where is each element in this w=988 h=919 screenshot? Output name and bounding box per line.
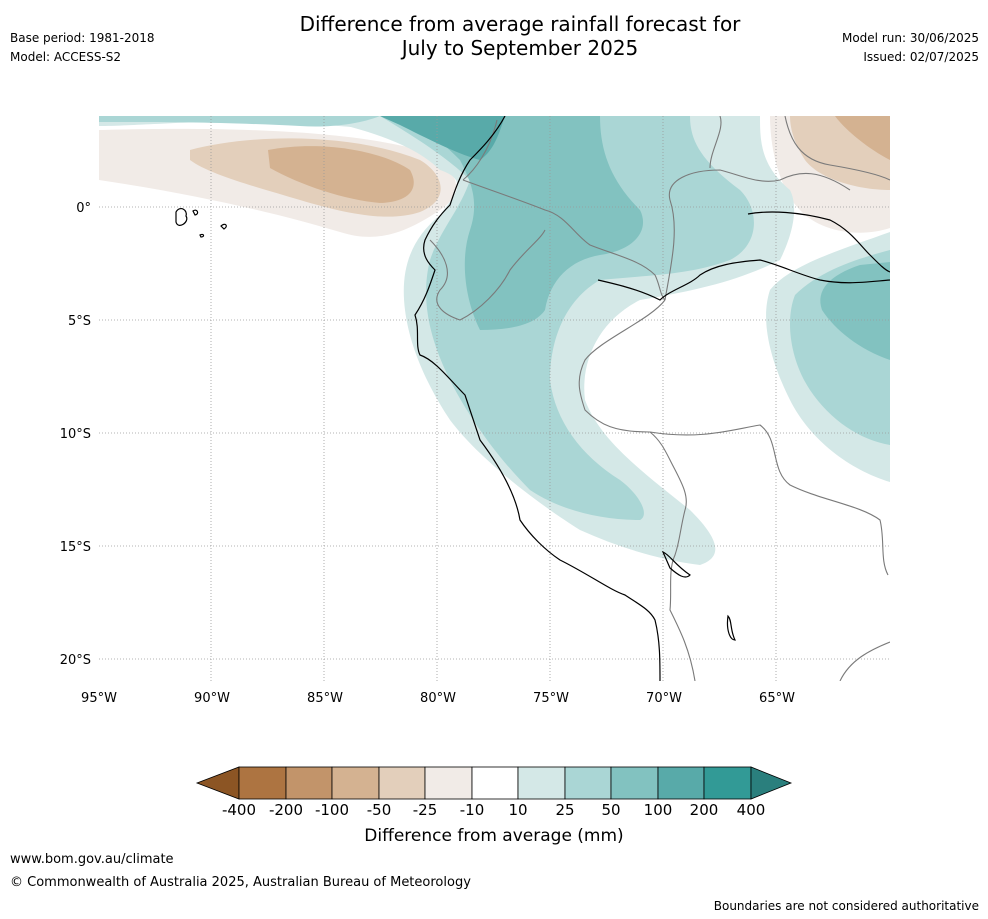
lake-path [661,550,691,578]
border-line [578,299,696,681]
lon-label: 70°W [646,691,682,706]
wet-anomaly-region [820,262,890,360]
colorbar-tick: -100 [314,801,350,819]
colorbar-under-arrow [195,766,240,800]
colorbar-tick: 50 [601,801,621,819]
border-line [839,641,890,681]
colorbar-swatch [238,766,287,800]
border-line [462,119,498,181]
island-path [175,208,188,226]
lat-label: 15°S [60,540,91,555]
colorbar-tick: -10 [459,801,485,819]
lon-label: 85°W [307,691,343,706]
latitude-labels: 0° 5°S 10°S 15°S 20°S [60,201,91,668]
colorbar-swatch [331,766,380,800]
colorbar [195,766,793,800]
border-line [784,116,890,181]
colorbar-swatch [378,766,426,800]
lon-label: 90°W [194,691,230,706]
title-line-2: July to September 2025 [401,36,639,60]
lon-label: 95°W [81,691,117,706]
lon-label: 65°W [759,691,795,706]
wet-anomaly-region [400,116,644,330]
colorbar-tick: -400 [221,801,257,819]
colorbar-swatch [424,766,473,800]
colorbar-swatch [657,766,705,800]
island-path [199,233,205,238]
wet-anomaly-region [99,116,380,127]
boundaries-disclaimer: Boundaries are not considered authoritat… [713,899,979,913]
colorbar-tick: -200 [268,801,304,819]
border-line [709,116,722,169]
colorbar-tick: 10 [508,801,528,819]
graticule [99,116,890,681]
colorbar-tick: -25 [412,801,438,819]
colorbar-swatch [285,766,333,800]
lon-label: 80°W [420,691,456,706]
border-line [462,179,666,301]
dry-anomaly-region [268,146,414,203]
colorbar-tick: 400 [736,801,766,819]
island-path [192,209,199,216]
issued-label: Issued: 02/07/2025 [863,50,979,64]
wet-anomaly-region [380,116,505,160]
lat-label: 5°S [68,314,91,329]
river-path [597,259,890,301]
model-label: Model: ACCESS-S2 [10,50,122,64]
map-title: Difference from average rainfall forecas… [220,12,820,60]
website-link[interactable]: www.bom.gov.au/climate [10,852,174,867]
colorbar-swatch [703,766,752,800]
colorbar-over-arrow [750,766,793,800]
coastline [175,116,890,681]
lat-label: 0° [76,201,91,216]
border-line [649,424,889,576]
country-borders [429,116,890,681]
colorbar-tick: 100 [643,801,673,819]
colorbar-tick: -50 [366,801,392,819]
colorbar-title: Difference from average (mm) [364,826,624,846]
river-path [747,211,890,273]
longitude-labels: 95°W 90°W 85°W 80°W 75°W 70°W 65°W [81,691,795,706]
colorbar-swatch [517,766,566,800]
colorbar-swatch [610,766,659,800]
colorbar-swatch [564,766,612,800]
colorbar-tick: 200 [689,801,719,819]
border-line [429,229,546,321]
border-line [664,169,851,301]
forecast-field [99,116,890,681]
dry-anomaly-region [835,116,890,160]
island-path [726,614,736,641]
colorbar-swatch [471,766,519,800]
copyright-notice: © Commonwealth of Australia 2025, Austra… [10,875,471,890]
lat-label: 10°S [60,427,91,442]
lon-label: 75°W [533,691,569,706]
lat-label: 20°S [60,653,91,668]
coastline-path [414,116,661,681]
colorbar-tick: 25 [555,801,575,819]
island-path [220,223,227,230]
title-line-1: Difference from average rainfall forecas… [299,12,741,36]
base-period-label: Base period: 1981-2018 [10,31,155,45]
model-run-label: Model run: 30/06/2025 [841,31,979,45]
